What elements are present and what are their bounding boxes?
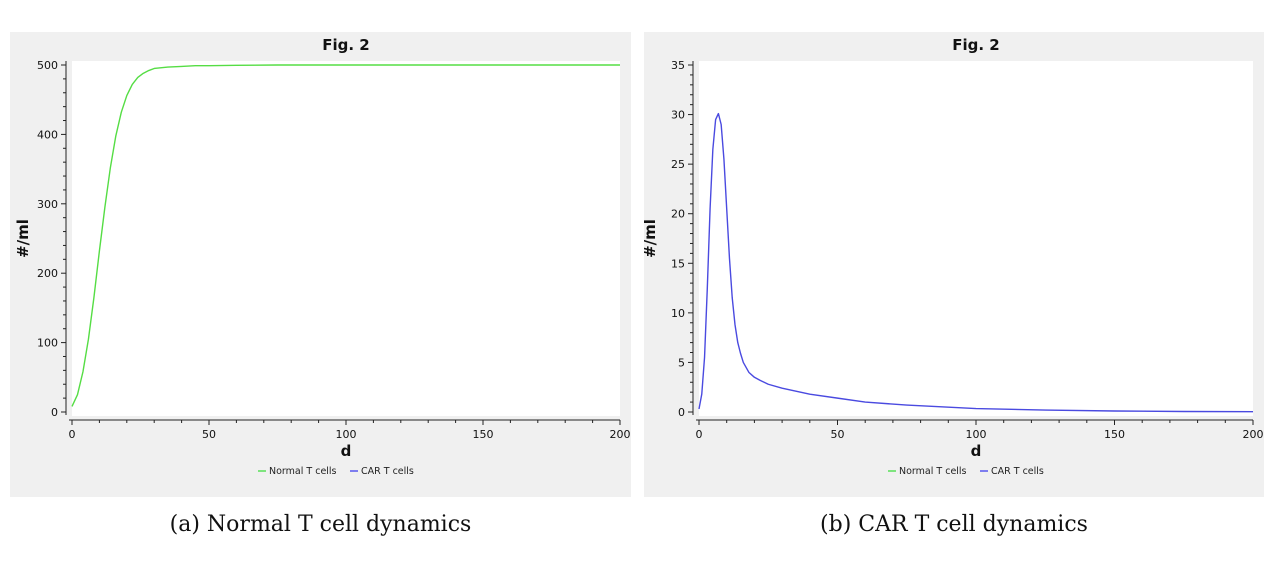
x-tick-label: 200 (1243, 428, 1264, 441)
y-tick-label: 10 (671, 307, 685, 320)
y-tick-label: 30 (671, 109, 685, 122)
legend-label-car-t-cells: CAR T cells (991, 466, 1044, 477)
y-tick-label: 200 (37, 267, 58, 280)
chart-svg-car-t-cells: Fig. 2 0 5 10 15 20 25 30 35 0 50 100 150 200 d #/ml Nor… (644, 36, 1264, 477)
y-axis-label: #/ml (14, 219, 32, 258)
chart-title: Fig. 2 (322, 36, 369, 54)
caption-normal-t-cells: (a) Normal T cell dynamics (169, 512, 472, 537)
y-tick-label: 500 (37, 59, 58, 72)
x-tick-label: 100 (966, 428, 987, 441)
plot-area-car-t-cells (699, 61, 1253, 416)
y-axis-label: #/ml (644, 219, 659, 258)
x-tick-label: 50 (831, 428, 845, 441)
x-tick-label: 150 (473, 428, 494, 441)
caption-car-t-cells: (b) CAR T cell dynamics (820, 512, 1088, 537)
x-tick-label: 100 (336, 428, 357, 441)
chart-title: Fig. 2 (952, 36, 999, 54)
x-tick-label: 150 (1104, 428, 1125, 441)
y-tick-label: 0 (51, 406, 58, 419)
chart-panel-car-t-cells: Fig. 2 0 5 10 15 20 25 30 35 0 50 100 150 200 d #/ml Nor… (644, 32, 1264, 497)
series-line-normal-t-cells (71, 64, 620, 407)
y-tick-label: 25 (671, 158, 685, 171)
y-tick-label: 300 (37, 198, 58, 211)
y-tick-label: 400 (37, 128, 58, 141)
y-tick-label: 35 (671, 59, 685, 72)
y-tick-label: 5 (678, 356, 685, 369)
x-axis-label: d (971, 442, 982, 460)
x-axis-label: d (341, 442, 352, 460)
x-tick-label: 0 (696, 428, 703, 441)
y-tick-label: 20 (671, 208, 685, 221)
x-tick-label: 0 (69, 428, 76, 441)
x-tick-label: 200 (610, 428, 631, 441)
series-line-car-t-cells (698, 112, 1254, 413)
plot-area-normal-t-cells (72, 61, 620, 416)
legend-label-car-t-cells: CAR T cells (361, 466, 414, 477)
y-tick-label: 0 (678, 406, 685, 419)
chart-svg-normal-t-cells: Fig. 2 0 100 200 300 400 500 0 50 100 150 200 d #/ml N… (14, 36, 631, 477)
x-tick-label: 50 (202, 428, 216, 441)
chart-panel-normal-t-cells: Fig. 2 0 100 200 300 400 500 0 50 100 150 200 d #/ml N… (10, 32, 631, 497)
legend-label-normal-t-cells: Normal T cells (899, 466, 967, 477)
legend: Normal T cells CAR T cells (258, 466, 414, 477)
legend: Normal T cells CAR T cells (888, 466, 1044, 477)
y-tick-label: 15 (671, 257, 685, 270)
legend-label-normal-t-cells: Normal T cells (269, 466, 337, 477)
y-tick-label: 100 (37, 337, 58, 350)
